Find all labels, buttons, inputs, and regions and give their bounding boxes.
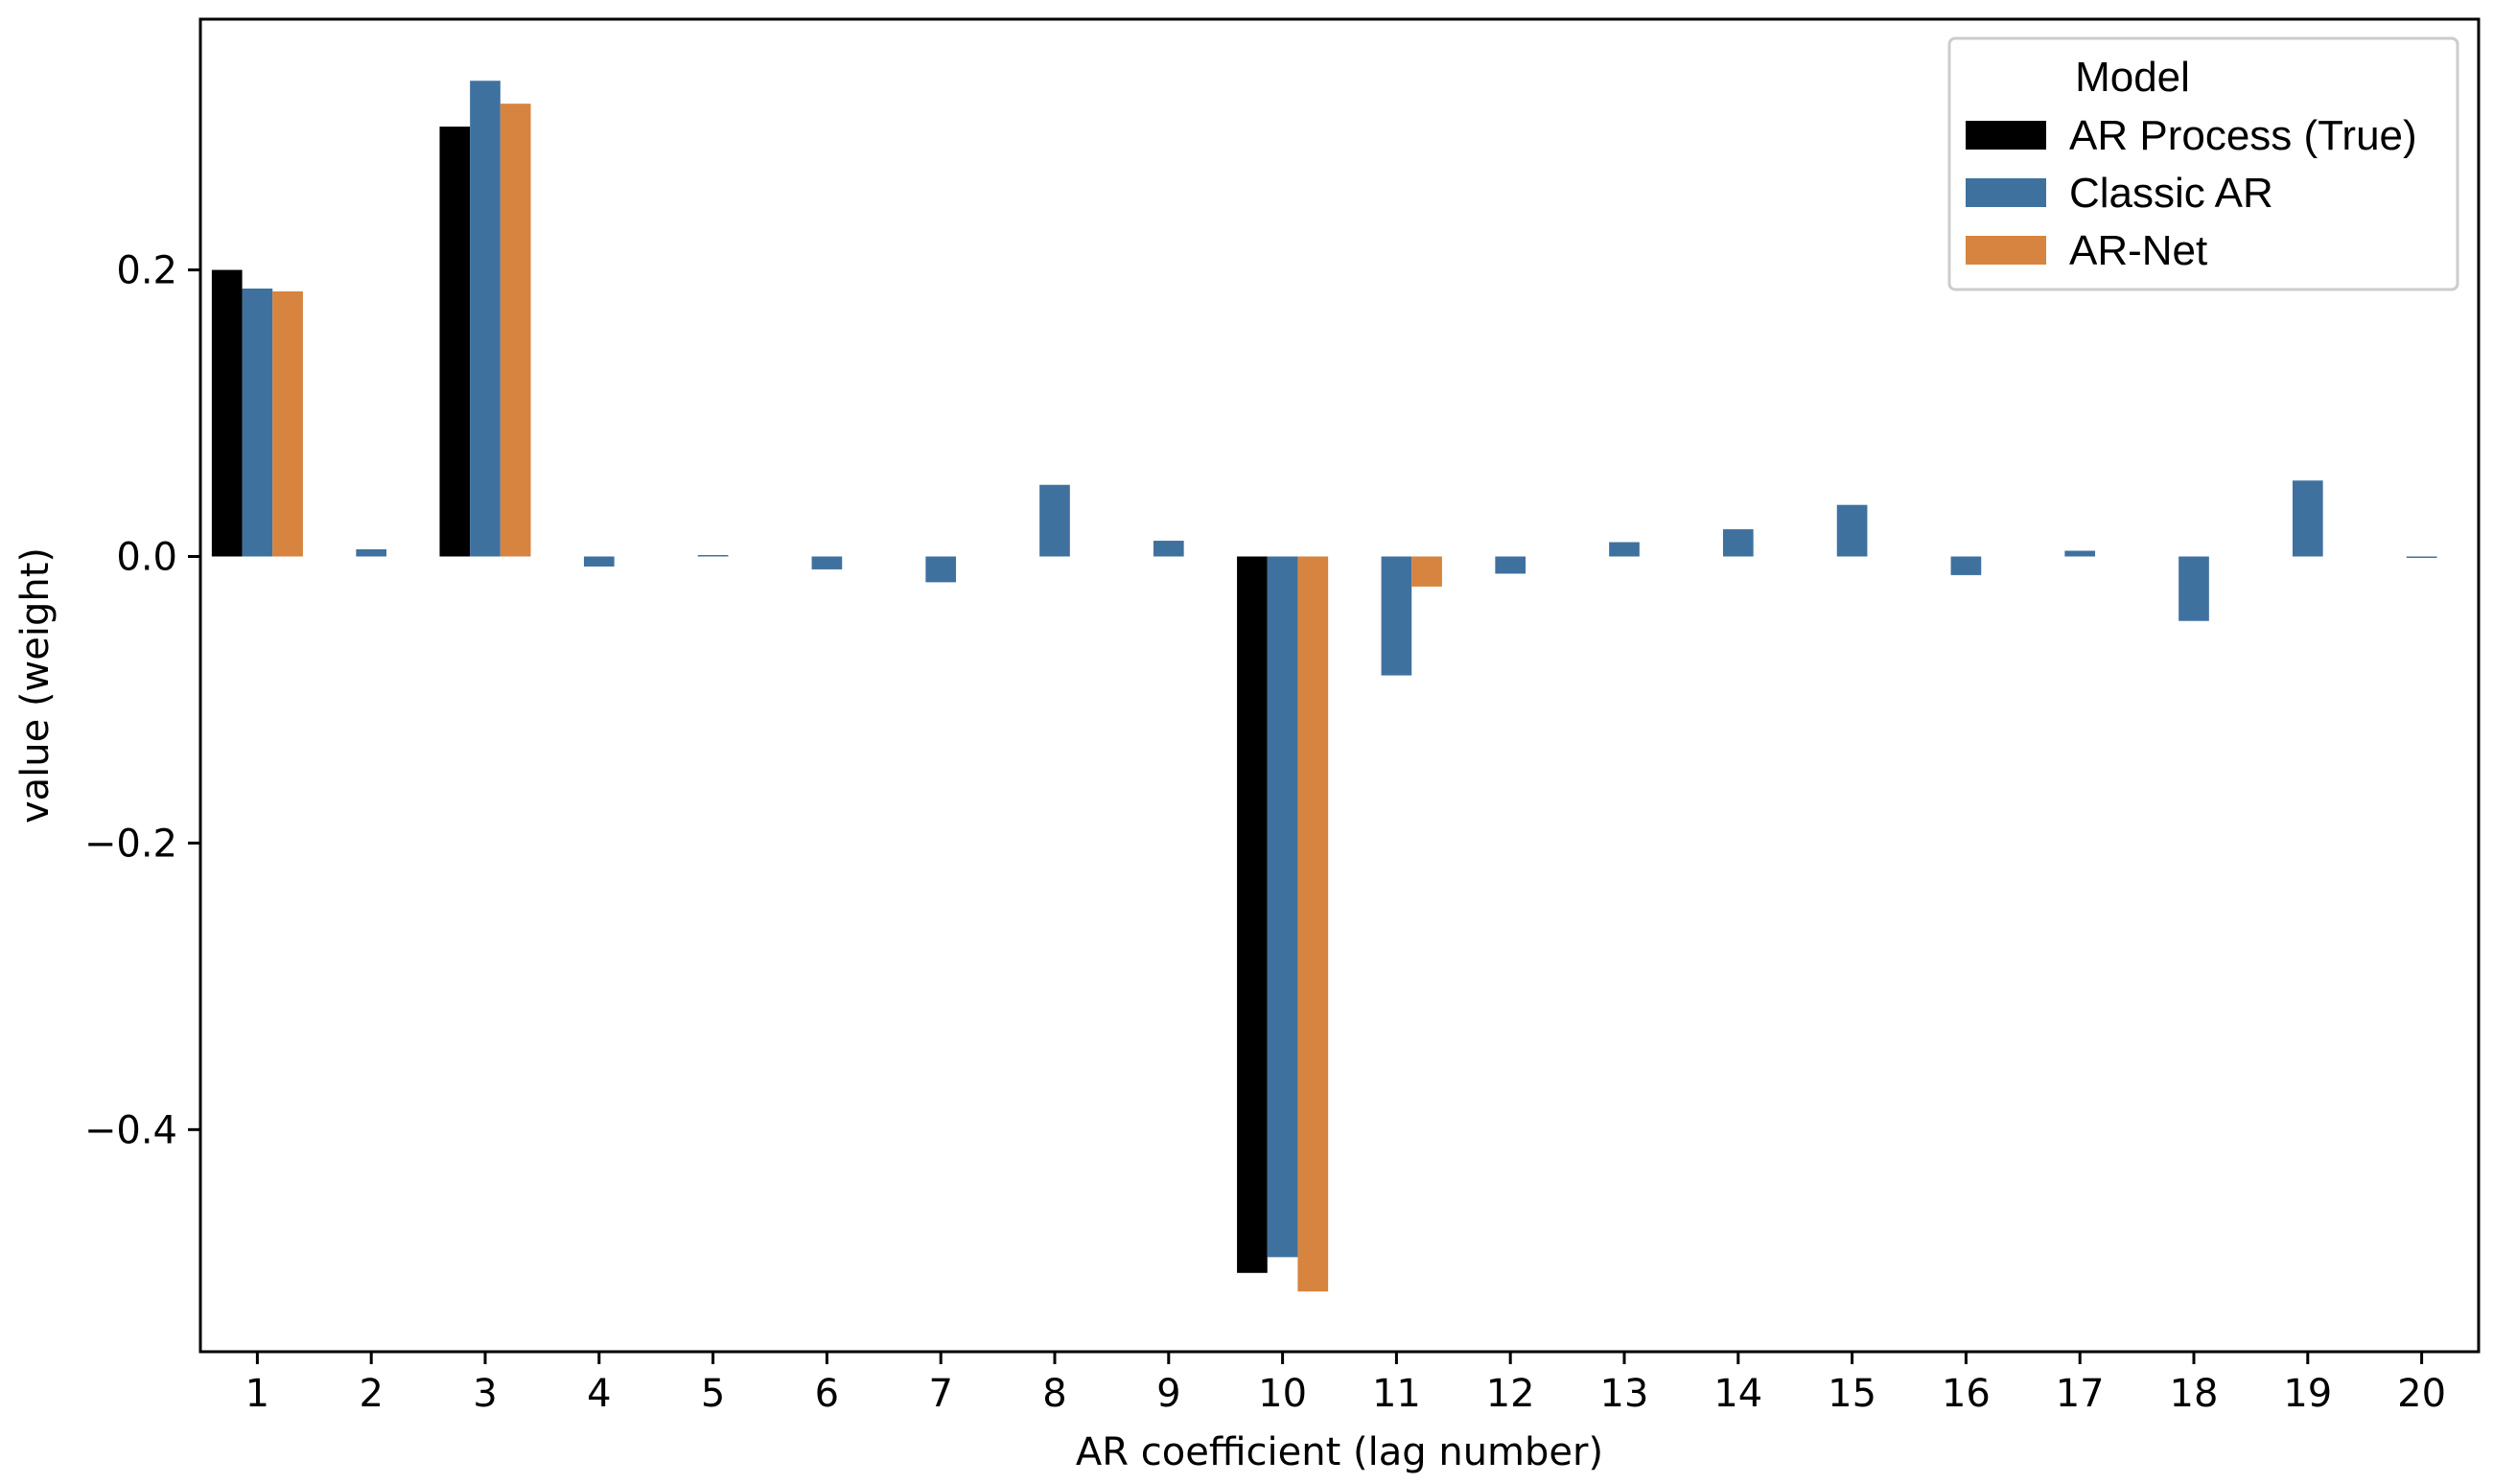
bar-classic-ar-11 (1381, 556, 1412, 676)
x-tick-label: 8 (1042, 1372, 1066, 1416)
bars-layer (211, 81, 2437, 1292)
x-tick-label: 3 (473, 1372, 497, 1416)
x-tick-label: 16 (1942, 1372, 1991, 1416)
legend-swatch-ar-process-true (1966, 121, 2046, 150)
x-tick-label: 11 (1372, 1372, 1421, 1416)
legend-label-classic-ar: Classic AR (2069, 170, 2273, 217)
y-axis-label: value (weight) (13, 547, 58, 823)
bar-ar-process-true-1 (211, 269, 243, 557)
bar-ar-process-true-3 (439, 127, 471, 557)
bar-classic-ar-16 (1950, 556, 1982, 575)
x-axis-label: AR coefficient (lag number) (1076, 1430, 1603, 1474)
x-tick-label: 1 (245, 1372, 269, 1416)
y-tick-label: 0.0 (116, 535, 177, 579)
bar-classic-ar-9 (1153, 541, 1184, 557)
x-tick-label: 13 (1600, 1372, 1649, 1416)
bar-classic-ar-3 (470, 81, 501, 557)
legend-label-ar-net: AR-Net (2069, 227, 2207, 274)
bar-classic-ar-13 (1609, 542, 1640, 557)
bar-classic-ar-8 (1039, 484, 1070, 557)
bar-ar-net-10 (1297, 556, 1329, 1292)
bar-classic-ar-4 (583, 556, 615, 567)
bar-classic-ar-19 (2292, 480, 2323, 557)
bar-classic-ar-12 (1495, 556, 1526, 574)
x-tick-label: 7 (928, 1372, 952, 1416)
y-tick-label: −0.2 (84, 822, 177, 866)
bar-classic-ar-14 (1722, 529, 1754, 557)
x-tick-label: 5 (701, 1372, 725, 1416)
x-tick-label: 18 (2170, 1372, 2219, 1416)
x-tick-label: 20 (2397, 1372, 2446, 1416)
x-tick-label: 17 (2056, 1372, 2105, 1416)
plot-frame (198, 17, 2481, 1354)
bar-ar-process-true-10 (1237, 556, 1268, 1273)
legend-swatch-ar-net (1966, 236, 2046, 265)
bar-classic-ar-5 (697, 554, 729, 557)
x-tick-label: 6 (815, 1372, 839, 1416)
x-tick-label: 19 (2283, 1372, 2332, 1416)
bar-classic-ar-7 (925, 556, 957, 583)
bar-classic-ar-2 (356, 549, 387, 557)
bar-ar-net-3 (500, 104, 531, 557)
x-tick-label: 15 (1828, 1372, 1876, 1416)
legend-label-ar-process-true: AR Process (True) (2069, 112, 2417, 159)
legend: Model AR Process (True) Classic AR AR-Net (1947, 36, 2459, 291)
x-tick-label: 10 (1258, 1372, 1307, 1416)
bar-classic-ar-6 (811, 556, 843, 569)
x-axis: 1 2 3 4 5 6 7 8 9 10 11 12 13 14 15 16 17 18 19 20 (245, 1352, 2446, 1416)
bar-classic-ar-18 (2178, 556, 2209, 621)
legend-title: Model (2075, 54, 2190, 101)
y-axis: 0.2 0.0 −0.2 −0.4 (84, 249, 200, 1152)
bar-classic-ar-1 (242, 288, 273, 557)
x-tick-label: 9 (1156, 1372, 1180, 1416)
x-tick-label: 4 (587, 1372, 611, 1416)
x-tick-label: 14 (1713, 1372, 1762, 1416)
legend-swatch-classic-ar (1966, 178, 2046, 207)
legend-box (1947, 36, 2459, 291)
bar-classic-ar-17 (2064, 550, 2096, 557)
y-tick-label: 0.2 (116, 249, 177, 293)
x-tick-label: 2 (359, 1372, 383, 1416)
bar-classic-ar-10 (1267, 556, 1298, 1258)
x-tick-label: 12 (1486, 1372, 1535, 1416)
bar-ar-net-11 (1411, 556, 1442, 587)
bar-classic-ar-20 (2406, 556, 2437, 558)
bar-ar-net-1 (272, 290, 303, 557)
bar-classic-ar-15 (1836, 504, 1868, 557)
y-tick-label: −0.4 (84, 1108, 177, 1152)
